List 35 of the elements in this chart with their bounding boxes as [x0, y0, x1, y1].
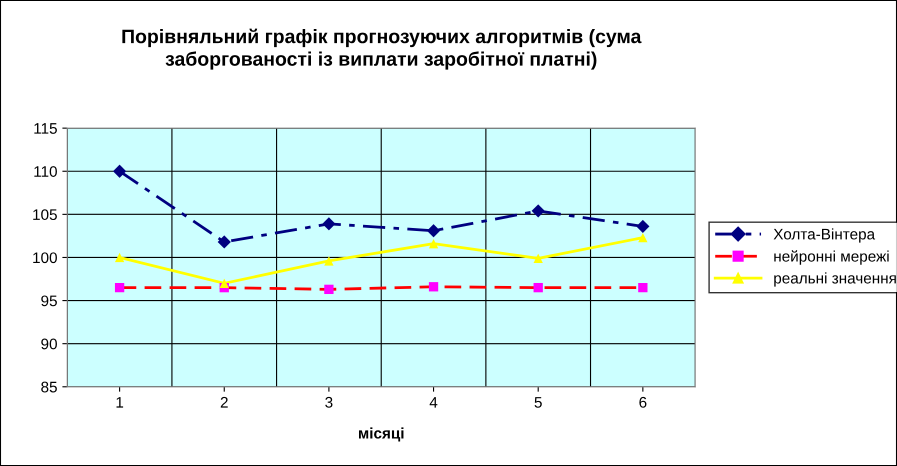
- point: [426, 224, 440, 238]
- point: [113, 164, 126, 178]
- legend-label: реальні значення: [774, 272, 896, 287]
- legend-label: Холта-Вінтера: [774, 228, 876, 243]
- point: [428, 239, 438, 248]
- y-tick-label: 115: [34, 123, 57, 134]
- y-tick-label: 85: [41, 382, 57, 392]
- point: [114, 282, 124, 292]
- y-tick-label: 105: [33, 209, 57, 220]
- point: [534, 282, 543, 292]
- legend-label: нейронні мережі: [774, 250, 889, 265]
- x-tick-label: 5: [534, 397, 542, 408]
- point: [322, 217, 336, 230]
- point: [532, 204, 545, 218]
- point: [324, 256, 334, 266]
- point: [428, 282, 438, 292]
- x-tick-label: 4: [430, 397, 438, 408]
- y-tick-label: 90: [41, 338, 57, 350]
- point: [324, 284, 334, 294]
- point: [534, 254, 543, 263]
- y-tick-label: 100: [33, 252, 57, 264]
- x-axis-title: місяці: [358, 427, 404, 442]
- point: [638, 282, 648, 292]
- x-tick-label: 3: [325, 396, 332, 408]
- point: [636, 220, 650, 234]
- point: [638, 232, 648, 242]
- x-tick-label: 1: [116, 397, 124, 408]
- point: [114, 252, 124, 262]
- point: [220, 278, 229, 288]
- x-tick-label: 2: [220, 396, 228, 408]
- x-tick-label: 6: [639, 396, 646, 408]
- point: [218, 235, 231, 249]
- y-tick-label: 95: [41, 295, 57, 306]
- chart-title: Порівняльний графік прогнозуючих алгоритмів (сума заборгованості із виплати заробітної платні): [122, 28, 642, 70]
- y-tick-label: 110: [34, 166, 57, 177]
